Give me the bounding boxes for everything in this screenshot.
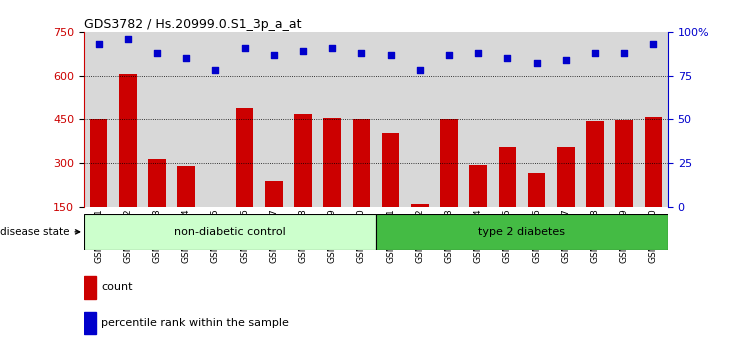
Bar [376,214,668,250]
Point [326,45,338,51]
Text: count: count [101,282,133,292]
Bar [259,32,288,207]
Point [151,50,163,56]
Text: GDS3782 / Hs.20999.0.S1_3p_a_at: GDS3782 / Hs.20999.0.S1_3p_a_at [84,18,301,31]
Point [239,45,250,51]
Bar [469,165,487,207]
Bar [84,214,376,250]
Point [472,50,484,56]
Bar [645,116,662,207]
Bar [557,147,575,207]
Text: percentile rank within the sample: percentile rank within the sample [101,318,289,328]
Bar [323,118,341,207]
Bar [440,120,458,207]
Point [648,41,659,47]
Bar [207,206,224,207]
Bar [522,32,551,207]
Point [268,52,280,57]
Point [122,36,134,42]
Bar [90,120,107,207]
Bar [586,121,604,207]
Bar [411,204,429,207]
Bar [142,32,172,207]
Bar [84,312,96,334]
Point [531,61,542,66]
Bar [610,32,639,207]
Point [297,48,309,54]
Bar [177,166,195,207]
Bar [113,32,142,207]
Bar [464,32,493,207]
Bar [318,32,347,207]
Bar [347,32,376,207]
Point [560,57,572,63]
Point [589,50,601,56]
Bar [639,32,668,207]
Bar [434,32,464,207]
Point [210,68,221,73]
Text: non-diabetic control: non-diabetic control [174,227,286,237]
Bar [499,147,516,207]
Bar [405,32,434,207]
Bar [148,159,166,207]
Bar [84,32,113,207]
Bar [580,32,610,207]
Bar [201,32,230,207]
Bar [230,32,259,207]
Bar [265,181,283,207]
Point [443,52,455,57]
Point [502,55,513,61]
Bar [615,120,633,207]
Point [93,41,104,47]
Bar [119,74,137,207]
Bar [528,173,545,207]
Text: disease state: disease state [0,227,80,237]
Bar [382,133,399,207]
Bar [353,120,370,207]
Point [356,50,367,56]
Bar [84,276,96,299]
Point [180,55,192,61]
Point [385,52,396,57]
Bar [236,108,253,207]
Point [414,68,426,73]
Bar [172,32,201,207]
Bar [288,32,318,207]
Text: type 2 diabetes: type 2 diabetes [478,227,566,237]
Bar [551,32,580,207]
Bar [376,32,405,207]
Bar [294,114,312,207]
Bar [493,32,522,207]
Point [618,50,630,56]
